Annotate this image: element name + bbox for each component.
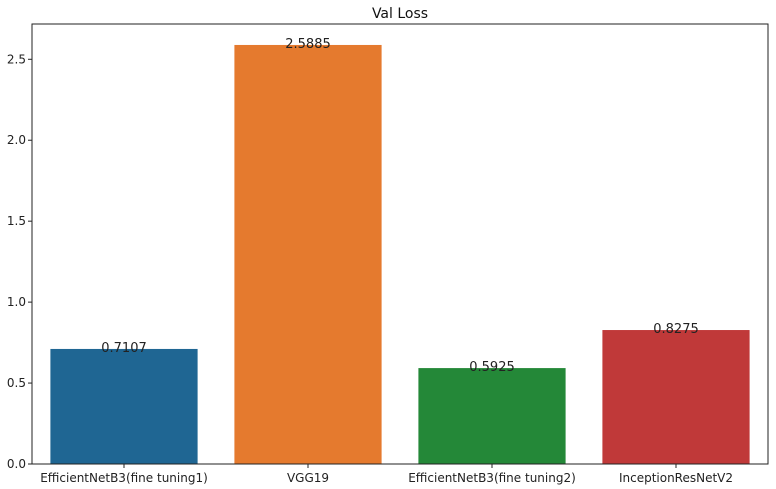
y-tick-label: 2.5 [7, 52, 26, 66]
y-tick-label: 1.5 [7, 214, 26, 228]
x-tick-label: InceptionResNetV2 [619, 471, 733, 485]
y-tick-label: 2.0 [7, 133, 26, 147]
y-tick-label: 0.5 [7, 376, 26, 390]
x-axis: EfficientNetB3(fine tuning1) VGG19 Efficie… [40, 464, 733, 485]
y-tick-label: 0.0 [7, 457, 26, 471]
bar-value-label: 0.7107 [101, 341, 147, 356]
bar-value-label: 0.8275 [653, 322, 699, 337]
x-tick-label: EfficientNetB3(fine tuning2) [408, 471, 576, 485]
bar [418, 368, 566, 464]
bar-value-label: 0.5925 [469, 360, 515, 375]
bar [602, 330, 750, 464]
bar [234, 44, 382, 465]
y-tick-label: 1.0 [7, 295, 26, 309]
x-tick-label: VGG19 [287, 471, 329, 485]
chart-title: Val Loss [372, 6, 428, 22]
y-axis: 0.0 0.5 1.0 1.5 2.0 2.5 [7, 52, 32, 471]
bar [50, 348, 198, 464]
bar-value-label: 2.5885 [285, 37, 331, 52]
bar-labels-group: 0.7107 2.5885 0.5925 0.8275 [101, 37, 699, 375]
x-tick-label: EfficientNetB3(fine tuning1) [40, 471, 208, 485]
bars-group [50, 44, 750, 465]
plot-frame [31, 23, 769, 465]
